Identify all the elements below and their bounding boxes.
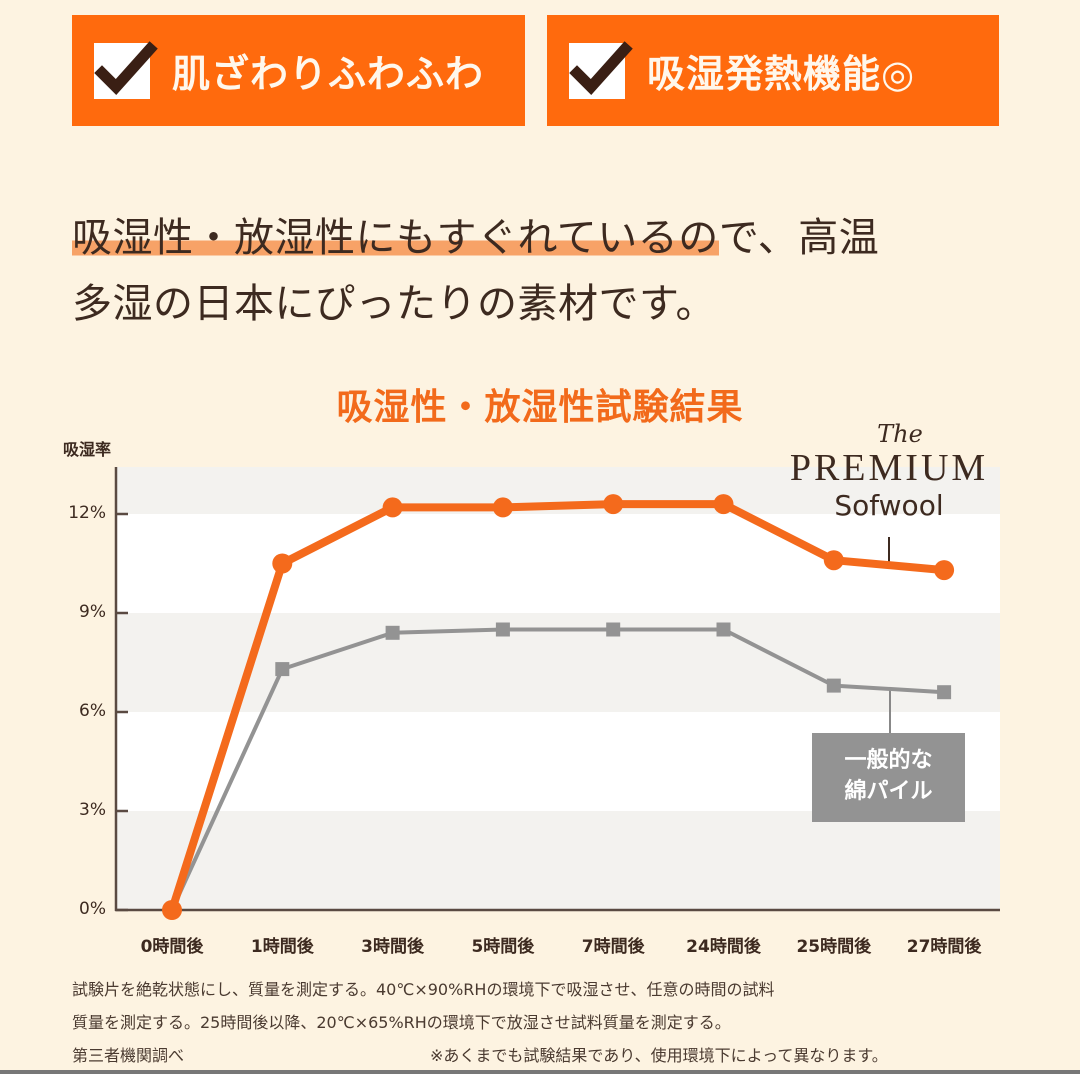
x-tick-label: 24時間後 — [686, 937, 761, 957]
footnote-line2: 質量を測定する。25時間後以降、20℃×65%RHの環境下で放湿させ試料質量を測… — [72, 1013, 731, 1032]
brand-the: The — [877, 420, 923, 448]
checkbox-checked-icon — [569, 40, 633, 99]
feature-banner-heat: 吸湿発熱機能◎ — [547, 15, 999, 126]
headline: 吸湿性・放湿性にもすぐれているので、高温 多湿の日本にぴったりの素材です。 — [72, 205, 879, 337]
brand-premium: PREMIUM — [789, 447, 989, 489]
banner-label: 肌ざわりふわふわ — [172, 52, 485, 96]
series-line-cotton — [170, 627, 945, 911]
x-tick-label: 27時間後 — [906, 937, 982, 957]
headline-rest: で、高温 — [718, 215, 880, 261]
x-tick-label: 1時間後 — [250, 937, 314, 957]
chart-title: 吸湿性・放湿性試験結果 — [336, 387, 744, 428]
data-point-marker — [275, 662, 290, 677]
data-point-marker — [385, 625, 400, 640]
y-tick-label: 3% — [79, 800, 106, 820]
y-axis-label: 吸湿率 — [63, 440, 112, 459]
data-point-marker — [934, 560, 955, 581]
headline-line2: 多湿の日本にぴったりの素材です。 — [72, 281, 716, 327]
y-tick-label: 6% — [79, 701, 106, 721]
data-point-marker — [937, 685, 952, 700]
y-tick-label: 12% — [68, 503, 106, 523]
checkbox-checked-icon — [94, 40, 158, 99]
data-point-marker — [272, 553, 293, 574]
y-tick-label: 0% — [79, 899, 106, 919]
footnote-source: 第三者機関調べ — [72, 1046, 185, 1065]
brand-logo-premium-sofwool: The PREMIUM Sofwool — [776, 420, 1002, 524]
x-tick-label: 25時間後 — [796, 937, 872, 957]
footnote-line1: 試験片を絶乾状態にし、質量を測定する。40℃×90%RHの環境下で吸湿させ、任意… — [72, 980, 775, 999]
x-tick-label: 0時間後 — [140, 937, 204, 957]
y-tick-label: 9% — [79, 602, 106, 622]
label-line2: 綿パイル — [844, 779, 933, 804]
footnote-disclaimer: ※あくまでも試験結果であり、使用環境下によって異なります。 — [430, 1046, 888, 1065]
data-point-marker — [606, 622, 621, 637]
bottom-divider — [0, 1070, 1080, 1074]
data-point-marker — [823, 550, 844, 571]
banner-label: 吸湿発熱機能◎ — [647, 52, 916, 96]
data-point-marker — [713, 494, 734, 515]
x-tick-label: 5時間後 — [471, 937, 535, 957]
series-line-sofwool — [168, 500, 945, 912]
x-tick-label: 3時間後 — [361, 937, 425, 957]
x-tick-label: 7時間後 — [581, 937, 645, 957]
headline-highlight: 吸湿性・放湿性にもすぐれているの — [72, 215, 719, 261]
chart-background-bands — [117, 467, 1000, 910]
data-point-marker — [495, 622, 510, 637]
chart-series — [162, 494, 955, 920]
y-axis-ticks — [116, 512, 128, 912]
data-point-marker — [492, 497, 513, 518]
data-point-marker — [716, 622, 731, 637]
series-label-cotton-pile: 一般的な 綿パイル — [812, 733, 965, 822]
feature-banner-softness: 肌ざわりふわふわ — [72, 15, 525, 126]
data-point-marker — [162, 900, 182, 920]
data-point-marker — [382, 497, 403, 518]
data-point-marker — [826, 678, 841, 693]
brand-sofwool: Sofwool — [834, 489, 944, 522]
data-point-marker — [603, 494, 624, 515]
label-line1: 一般的な — [844, 748, 933, 773]
